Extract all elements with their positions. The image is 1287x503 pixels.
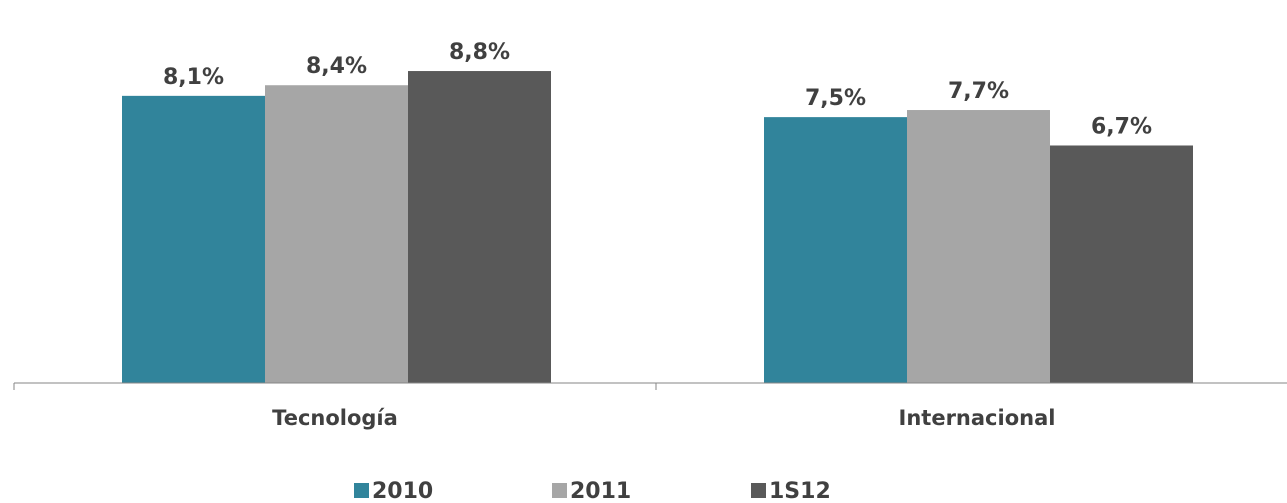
legend-label: 2011: [570, 479, 631, 503]
data-labels-layer: 8,1% 8,4% 8,8% 7,5% 7,7% 6,7%: [163, 40, 1152, 139]
x-axis: [13, 382, 1287, 390]
data-label: 7,7%: [948, 79, 1009, 104]
bar-1s12-0: [408, 71, 551, 383]
legend-swatch-1s12: [751, 483, 766, 498]
bars-layer: [122, 71, 1193, 383]
category-label: Internacional: [899, 406, 1056, 430]
data-label: 8,4%: [306, 54, 367, 79]
data-label: 8,8%: [449, 40, 510, 65]
bar-2011-1: [907, 110, 1050, 383]
data-label: 7,5%: [805, 86, 866, 111]
category-label: Tecnología: [272, 406, 398, 430]
bar-2010-1: [764, 117, 907, 383]
bar-2011-0: [265, 85, 408, 383]
data-label: 6,7%: [1091, 114, 1152, 139]
category-labels-layer: Tecnología Internacional: [272, 406, 1055, 430]
legend-label: 2010: [372, 479, 433, 503]
bar-1s12-1: [1050, 145, 1193, 383]
data-label: 8,1%: [163, 65, 224, 90]
legend-swatch-2010: [354, 483, 369, 498]
legend-swatch-2011: [552, 483, 567, 498]
legend: 2010 2011 1S12: [354, 479, 831, 503]
legend-label: 1S12: [769, 479, 831, 503]
bar-2010-0: [122, 95, 265, 383]
